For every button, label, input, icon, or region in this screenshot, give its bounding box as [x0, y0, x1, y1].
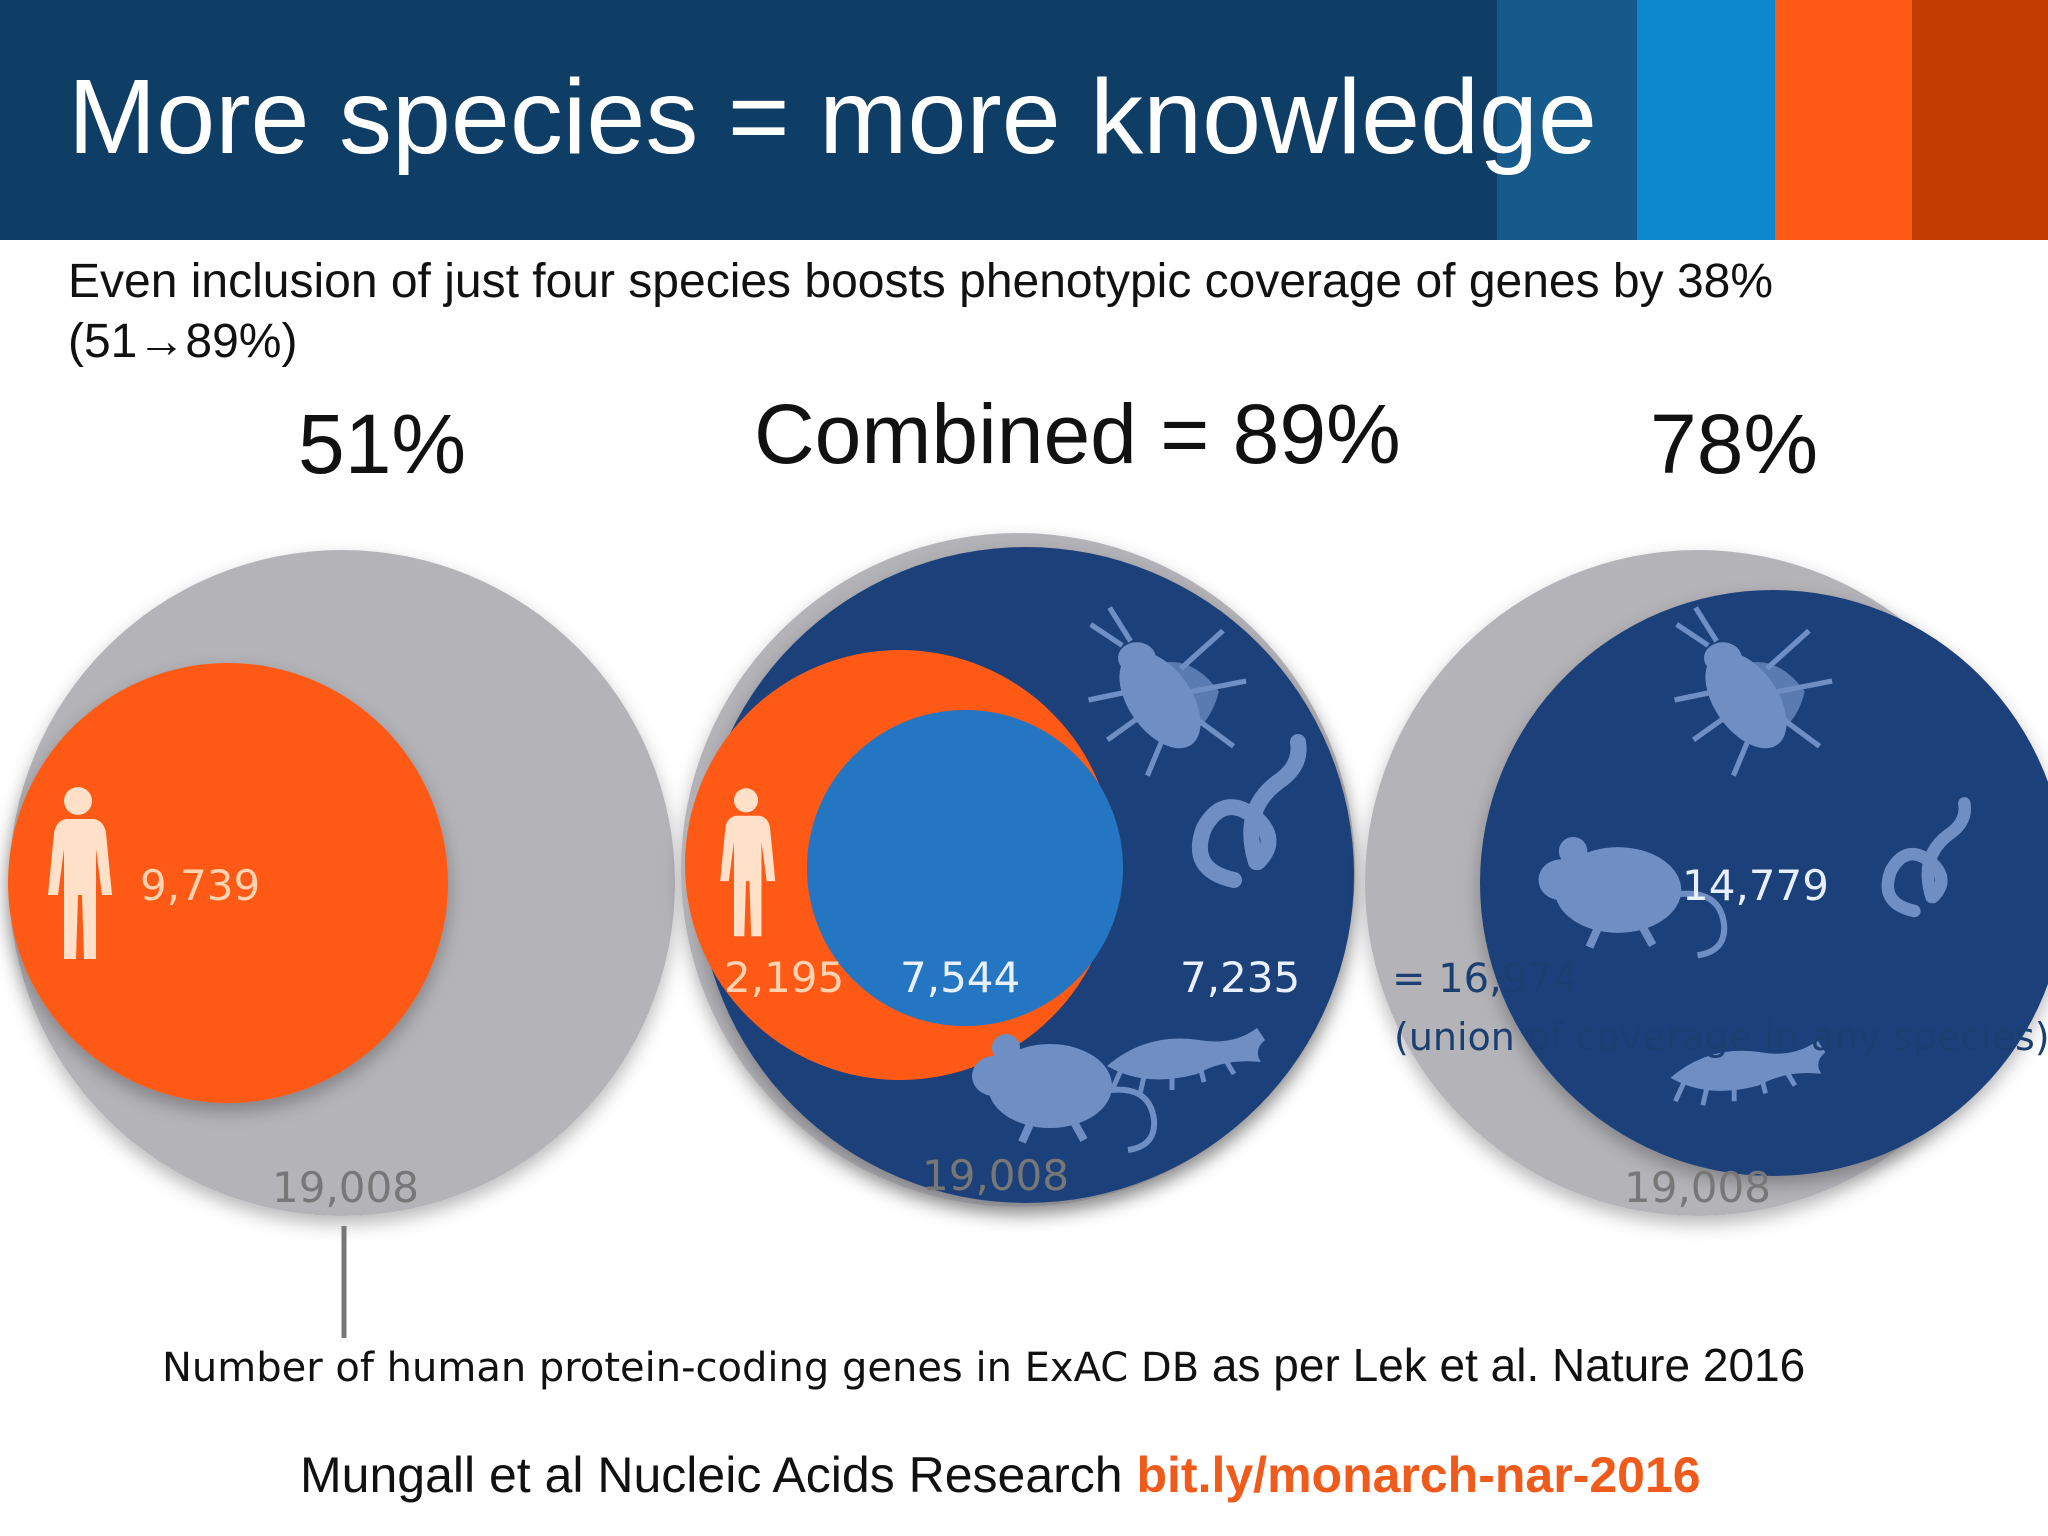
- overlap-region-clip: [807, 710, 1115, 1026]
- genes-caption: Number of human protein-coding genes in …: [162, 1342, 1805, 1388]
- banner-stripe: [1637, 0, 1775, 240]
- union-total: = 16,974: [1392, 956, 1578, 1002]
- human-gene-count: 9,739: [140, 861, 260, 910]
- title-banner: More species = more knowledge: [0, 0, 2048, 240]
- human-coverage-percent: 51%: [298, 397, 467, 491]
- total-genes-label-human: 19,008: [272, 1163, 419, 1212]
- banner-stripe: [1497, 0, 1637, 240]
- citation-text: Mungall et al Nucleic Acids Research: [300, 1447, 1137, 1503]
- banner-stripe: [1775, 0, 1912, 240]
- citation-link[interactable]: bit.ly/monarch-nar-2016: [1136, 1447, 1701, 1503]
- subtitle-line-1: Even inclusion of just four species boos…: [68, 255, 1774, 308]
- total-genes-label-combined: 19,008: [922, 1151, 1069, 1200]
- human-coverage-circle: [8, 663, 448, 1103]
- combined-coverage-percent: Combined = 89%: [754, 387, 1401, 481]
- model-gene-count: 14,779: [1682, 861, 1829, 910]
- overlap-count: 7,544: [900, 953, 1020, 1002]
- human-only-count: 2,195: [724, 953, 844, 1002]
- genes-caption-rest: as per Lek et al. Nature 2016: [1199, 1339, 1806, 1391]
- model-coverage-percent: 78%: [1650, 397, 1819, 491]
- model-species-coverage-circle: [1480, 590, 2048, 1176]
- subtitle-line-2: (51→89%): [68, 315, 298, 368]
- union-note: (union of coverage in any species): [1394, 1015, 2048, 1059]
- citation: Mungall et al Nucleic Acids Research bit…: [300, 1450, 1701, 1500]
- slide-title: More species = more knowledge: [68, 58, 1597, 176]
- total-genes-label-models: 19,008: [1624, 1163, 1771, 1212]
- genes-caption-lead: Number of human protein-coding genes in …: [162, 1345, 1200, 1391]
- model-only-count: 7,235: [1180, 953, 1300, 1002]
- banner-stripe: [1912, 0, 2048, 240]
